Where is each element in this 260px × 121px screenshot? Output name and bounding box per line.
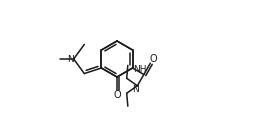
Text: O: O [149,54,157,64]
Text: N: N [132,85,139,94]
Text: N: N [67,56,74,64]
Text: O: O [113,90,121,100]
Text: NH: NH [133,65,146,75]
